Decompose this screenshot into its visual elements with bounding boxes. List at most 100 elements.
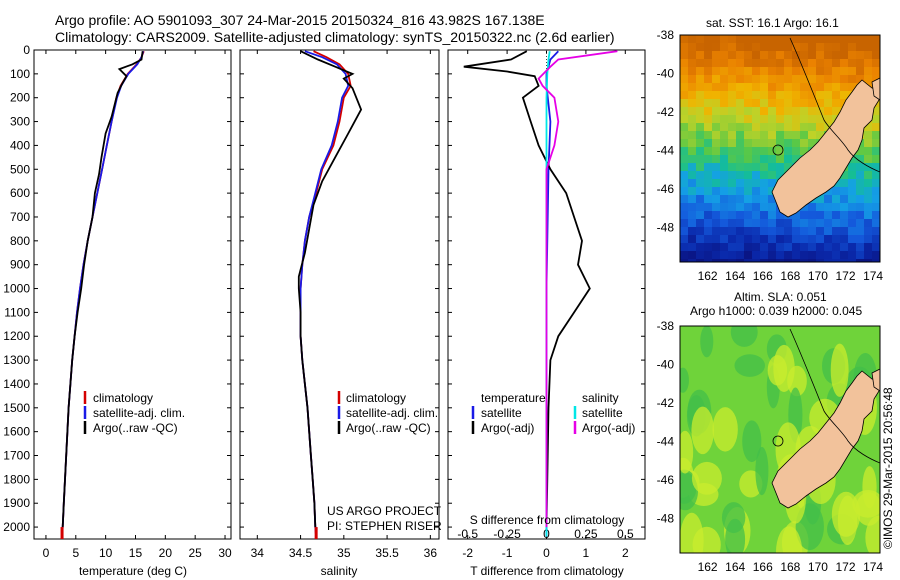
map-x-tick-label: 172 [836,560,856,574]
sst-cell [720,51,729,60]
sst-cell [680,115,689,124]
sst-cell [784,163,793,172]
sst-cell [712,115,721,124]
sst-cell [872,259,880,262]
sst-cell [792,131,801,140]
sst-cell [856,51,865,60]
sst-cell [720,163,729,172]
north-island-tip [871,77,880,101]
sst-cell [872,195,880,204]
sst-cell [712,35,721,44]
sst-cell [808,219,817,228]
sst-cell [688,43,697,52]
sst-cell [680,43,689,52]
project-name: US ARGO PROJECT [327,504,442,518]
sst-cell [760,251,769,260]
sst-cell [752,251,761,260]
sst-cell [704,147,713,156]
north-island-tip [871,368,880,392]
sst-cell [784,83,793,92]
legend-label-argo: Argo(..raw -QC) [93,421,178,435]
sla-blob [742,420,762,463]
sst-cell [712,139,721,148]
sst-cell [744,187,753,196]
sst-cell [696,83,705,92]
sst-cell [864,179,873,188]
sst-cell [688,219,697,228]
sla-blob [773,344,795,392]
sst-cell [688,75,697,84]
sst-cell [712,75,721,84]
sst-cell [736,211,745,220]
sst-cell [784,227,793,236]
x-tick-label: -1 [502,546,513,560]
sst-cell [800,99,809,108]
sst-cell [752,67,761,76]
sst-cell [680,139,689,148]
sst-cell [728,259,737,262]
sst-cell [864,235,873,244]
sst-cell [744,139,753,148]
sst-cell [792,227,801,236]
sst-cell [768,235,777,244]
sst-cell [832,43,841,52]
sst-cell [688,195,697,204]
sst-cell [768,163,777,172]
sst-cell [816,251,825,260]
sst-cell [736,219,745,228]
sst-cell [720,251,729,260]
sst-cell [696,115,705,124]
sst-cell [680,259,689,262]
sst-cell [680,171,689,180]
argo-location-marker [772,435,784,447]
s-difference-axis-label: S difference from climatology [470,513,625,527]
sst-cell [712,131,721,140]
sst-cell [864,163,873,172]
sst-cell [768,99,777,108]
sst-cell [696,131,705,140]
sst-cell [800,235,809,244]
sst-cell [776,219,785,228]
sst-cell [768,259,777,262]
sst-cell [688,115,697,124]
sst-cell [680,235,689,244]
sst-cell [696,75,705,84]
sst-cell [680,131,689,140]
sst-cell [840,67,849,76]
sst-cell [784,219,793,228]
sst-cell [688,243,697,252]
sst-cell [824,243,833,252]
sst-cell [712,203,721,212]
sst-cell [704,99,713,108]
map-y-tick-label: -46 [657,182,675,196]
sst-cell [776,51,785,60]
sst-cell [800,75,809,84]
sst-cell [840,243,849,252]
sst-cell [784,43,793,52]
sst-cell [848,219,857,228]
sst-cell [872,51,880,60]
sst-cell [856,227,865,236]
sst-cell [800,35,809,44]
sst-cell [768,251,777,260]
sst-cell [688,259,697,262]
sst-cell [768,107,777,116]
sst-cell [808,131,817,140]
sst-cell [768,91,777,100]
sst-cell [720,235,729,244]
sst-cell [824,99,833,108]
sst-cell [720,83,729,92]
sst-cell [864,251,873,260]
sst-cell [696,139,705,148]
sst-cell [808,67,817,76]
depth-tick-label: 700 [10,210,30,224]
sst-cell [704,187,713,196]
south-island-landmass [771,79,880,218]
sst-cell [744,219,753,228]
sst-cell [848,75,857,84]
sst-cell [768,203,777,212]
sst-cell [808,83,817,92]
sst-cell [720,107,729,116]
sst-cell [736,227,745,236]
